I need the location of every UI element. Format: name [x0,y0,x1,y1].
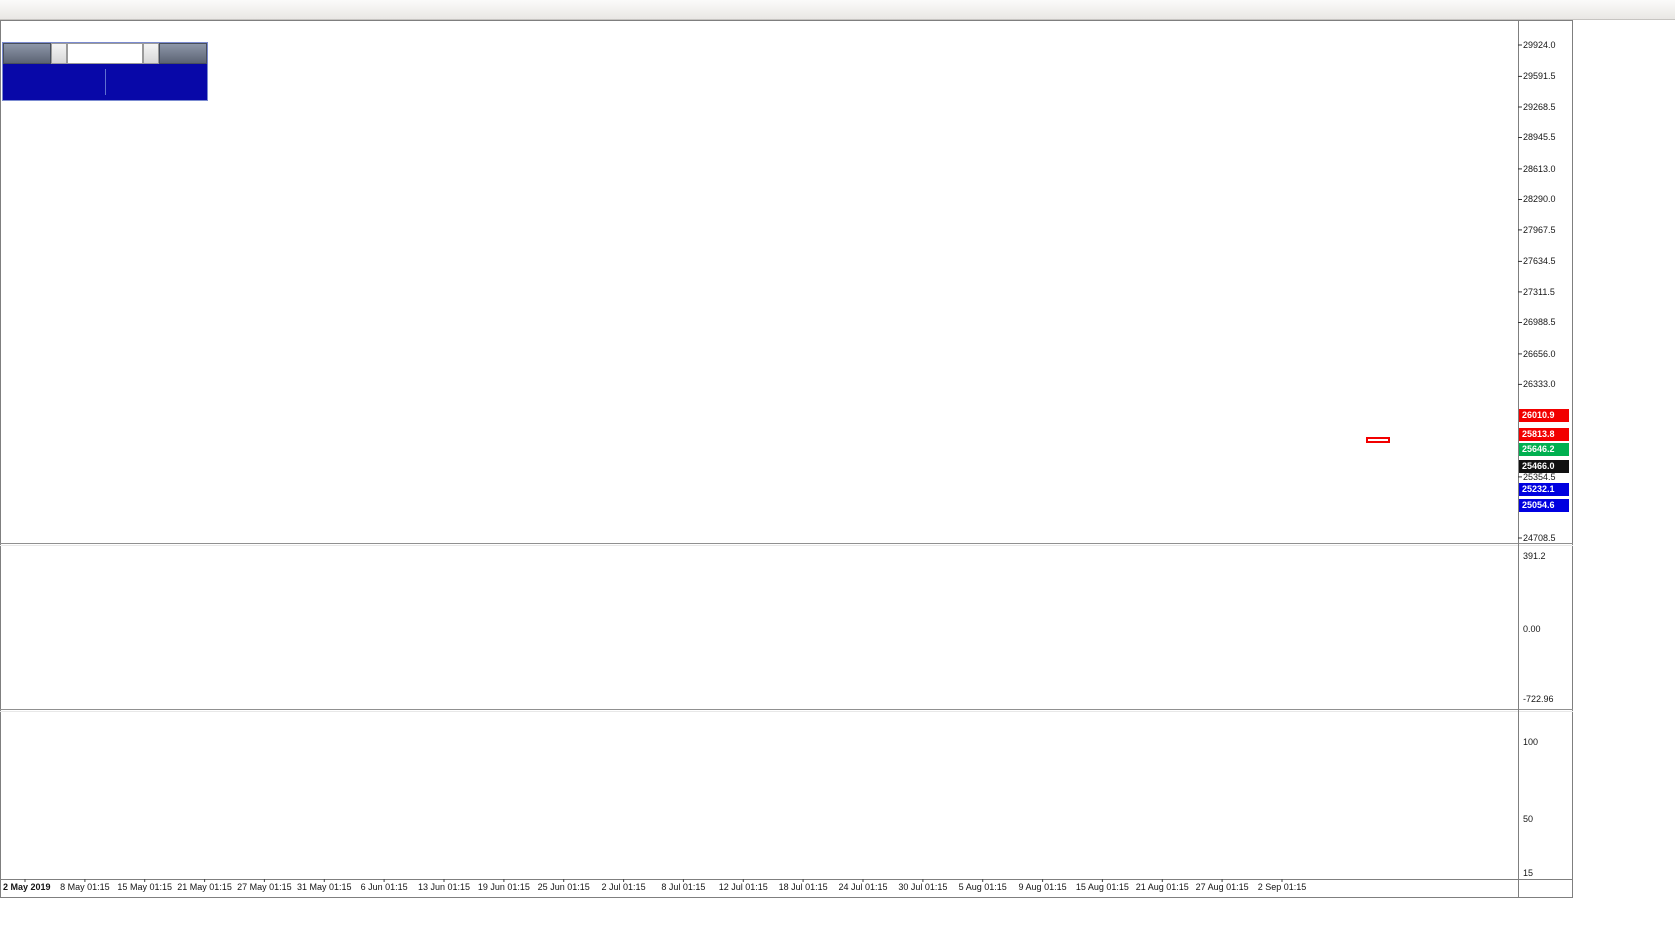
chart-window[interactable]: 29924.0 29591.5 29268.5 28945.5 28613.0 28290… [0,20,1573,898]
price-axis-tick: 26333.0 [1523,379,1556,390]
macd-axis-label: 0.00 [1523,624,1541,634]
time-axis-label: 31 May 01:15 [297,882,352,892]
rsi-axis-label: 15 [1523,867,1534,878]
time-axis-label: 2 Jul 01:15 [601,882,646,892]
price-axis-tick: 24708.5 [1523,533,1556,543]
price-axis-tick: 28613.0 [1523,163,1556,174]
chart-window-border [0,20,1573,898]
time-axis-label: 25 Jun 01:15 [537,882,590,892]
price-axis-tick: 27311.5 [1523,286,1555,297]
time-axis-label: 15 Aug 01:15 [1075,882,1129,892]
time-axis-label: 12 Jul 01:15 [718,882,768,892]
price-axis-tick: 29591.5 [1523,71,1556,82]
level-price-label: 25054.6 [1519,499,1569,513]
one-click-trading-panel [2,42,208,101]
main-toolbar [0,0,1675,20]
level-price-label: 25646.2 [1519,443,1569,457]
macd-axis-label: -722.96 [1523,694,1554,704]
time-axis-label: 15 May 01:15 [117,882,172,892]
level-price-label: 25232.1 [1519,482,1569,496]
pivot-price-label[interactable] [1366,437,1390,443]
time-axis-label: 21 May 01:15 [177,882,232,892]
level-price-label: 26010.9 [1519,408,1569,422]
price-axis-tick: 27967.5 [1523,224,1556,235]
time-axis-label: 2 May 2019 [3,882,51,892]
price-axis-tick: 26988.5 [1523,317,1556,328]
price-axis-tick: 25354.5 [1523,471,1556,482]
macd-axis-label: 391.2 [1523,551,1546,561]
volume-increase-button[interactable] [143,43,159,64]
price-axis-tick: 29268.5 [1523,101,1556,112]
rsi-axis-label: 100 [1523,737,1539,747]
time-axis-label: 27 Aug 01:15 [1195,882,1249,892]
current-price-label: 25466.0 [1519,460,1569,474]
time-axis-label: 5 Aug 01:15 [958,882,1007,892]
volume-input[interactable] [67,43,143,64]
time-axis-label: 9 Aug 01:15 [1018,882,1067,892]
time-axis-label: 8 May 01:15 [60,882,110,892]
time-axis-label: 13 Jun 01:15 [417,882,471,892]
time-axis-label: 8 Jul 01:15 [661,882,706,892]
time-axis-label: 6 Jun 01:15 [360,882,408,892]
price-axis-tick: 28945.5 [1523,132,1556,143]
time-axis-label: 21 Aug 01:15 [1135,882,1189,892]
time-axis-label: 24 Jul 01:15 [838,882,888,892]
volume-decrease-button[interactable] [51,43,67,64]
price-divider [104,69,106,95]
time-axis-label: 19 Jun 01:15 [477,882,530,892]
price-axis-tick: 26656.0 [1523,348,1556,359]
price-axis-tick: 27634.5 [1523,256,1556,267]
time-axis-label: 27 May 01:15 [237,882,292,892]
sell-button[interactable] [3,43,51,64]
time-axis-label: 2 Sep 01:15 [1257,882,1307,892]
price-axis-tick: 29924.0 [1523,40,1556,50]
level-price-label: 25813.8 [1519,427,1569,441]
chart-canvas[interactable] [0,20,1573,898]
time-axis-label: 30 Jul 01:15 [898,882,948,892]
buy-button[interactable] [159,43,207,64]
rsi-axis-label: 50 [1523,814,1534,824]
price-axis-tick: 28290.0 [1523,194,1556,205]
time-axis-label: 18 Jul 01:15 [778,882,828,892]
